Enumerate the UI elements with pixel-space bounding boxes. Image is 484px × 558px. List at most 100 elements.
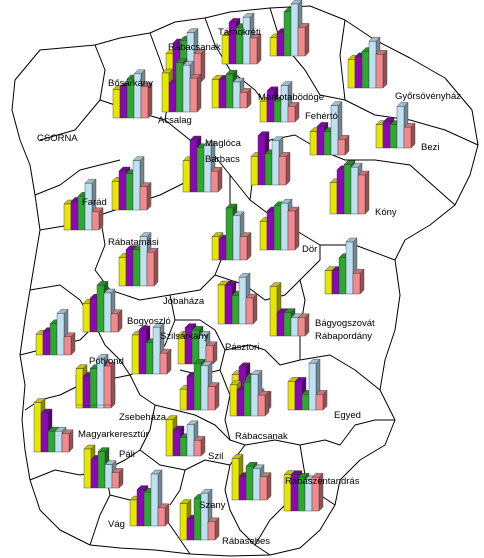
bar [309,131,318,156]
settlement-label-bagyogszovat: Bágyogszovát [315,318,375,329]
bar-side [214,382,220,411]
bar-side [217,166,223,193]
bar [56,313,65,356]
bar [138,329,147,375]
bar [375,54,384,89]
bar-chart-c24 [131,322,172,375]
bar-chart-c35 [179,488,220,541]
bar [89,368,98,406]
settlement-label-bogyoszlo: Bogyoszló [127,316,171,327]
border-line [219,369,231,441]
bar [221,35,230,65]
bar [238,277,247,325]
bar [193,363,202,411]
bar [131,334,140,375]
bar-chart-c15 [63,178,104,231]
bar [231,458,240,501]
bar [210,170,219,193]
bar [336,169,345,215]
bar-chart-c29 [33,398,74,453]
bar [347,59,356,89]
border-line [39,44,106,141]
bar [232,81,241,109]
bar [287,210,296,251]
bar-chart-c16 [211,203,252,261]
bar [316,126,325,156]
settlement-label-egyed: Egyed [334,410,361,421]
bar-chart-c02 [221,12,262,65]
bar [259,221,268,251]
bar [132,160,141,211]
bar [90,459,99,489]
bar [301,394,310,411]
bar [257,395,266,417]
bar [196,147,205,193]
bar [245,297,254,325]
bar [200,365,209,411]
bar [168,83,177,113]
border-line [244,419,395,446]
bar [345,241,354,295]
bar-chart-c38 [179,358,220,411]
bar [308,363,317,411]
bar [238,476,247,501]
bar [207,521,216,541]
bar [205,345,214,365]
bar [389,124,398,149]
border-line [129,374,246,446]
bar [189,77,198,113]
bar-side [382,49,388,89]
bar-chart-c30 [165,415,206,457]
bar [225,73,234,109]
bar [329,182,338,215]
settlement-label-vag: Vág [108,519,125,530]
bar [225,207,234,261]
bar [54,431,63,453]
bar [132,249,141,287]
bar-chart-c11 [250,131,291,186]
bar-chart-c31 [83,444,124,489]
bar [297,317,306,337]
bar [103,365,112,406]
bar [179,437,188,457]
bar [283,11,292,57]
bar-chart-c20 [82,280,123,333]
bar-side [246,232,252,261]
bar [211,79,220,109]
bar [189,139,198,193]
bar [200,493,209,541]
bar [343,164,352,215]
bar-chart-c10 [309,101,350,156]
bar [297,27,306,57]
bar [242,17,251,65]
bar [83,448,92,489]
bar [280,85,289,123]
bar [243,382,252,417]
bar [161,72,170,113]
bar-side [364,170,370,215]
bar-chart-c12 [182,135,223,193]
bar [280,202,289,251]
bar [375,124,384,149]
bar [129,499,138,527]
bar [203,144,212,193]
bar [330,105,339,156]
bar-side [266,472,272,501]
settlement-label-rabaszentandras: Rábaszentandrás [285,476,360,487]
settlement-label-dor: Dör [302,244,317,255]
bar [47,431,56,453]
bar [157,507,166,527]
bar [145,342,154,375]
bar [224,284,233,325]
bar [159,353,168,375]
bar [125,173,134,211]
bar [352,273,361,295]
bar-chart-c21 [217,272,258,325]
bar [273,205,282,251]
bar-side [146,182,152,211]
bar [182,160,191,193]
bar [33,402,42,453]
bar [184,327,193,365]
bar [337,139,346,156]
